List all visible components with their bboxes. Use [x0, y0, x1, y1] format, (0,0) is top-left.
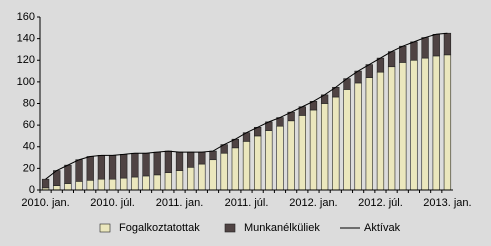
bar-segment [75, 181, 83, 191]
bar-segment [387, 66, 396, 191]
bar-segment [421, 57, 429, 191]
bar-segment [309, 109, 318, 191]
bar-segment [276, 125, 284, 191]
bar-segment [376, 57, 385, 73]
bar-segment [376, 71, 385, 191]
bar-segment [41, 178, 50, 189]
bar-segment [175, 170, 184, 191]
bar-segment [242, 141, 251, 191]
bar-segment [231, 147, 239, 191]
bar-segment [254, 135, 262, 191]
y-tick-label: 20 [23, 162, 35, 174]
bar-segment [86, 156, 94, 181]
legend-swatch [224, 223, 236, 233]
bar-segment [142, 175, 150, 191]
bar-segment [120, 177, 128, 191]
bar-segment [220, 152, 228, 191]
legend-label: Fogalkoztatottak [119, 222, 200, 234]
bar-segment [120, 154, 128, 179]
bar-segment [399, 62, 407, 191]
legend-label: Aktívak [364, 222, 401, 234]
bar-segment [209, 150, 217, 161]
bar-segment [64, 164, 72, 184]
x-tick-label: 2012. jan. [289, 197, 337, 209]
bar-segment [421, 37, 429, 59]
y-tick-label: 80 [23, 97, 35, 109]
bar-segment [320, 103, 329, 191]
legend-label: Munkanélküliek [244, 222, 320, 234]
bar-segment [332, 96, 340, 191]
bar-segment [164, 172, 173, 191]
y-tick-label: 120 [17, 54, 35, 66]
bar-segment [365, 64, 373, 78]
y-tick-label: 160 [17, 11, 35, 23]
bar-segment [410, 59, 418, 191]
x-tick-label: 2011. júl. [225, 197, 269, 209]
bar-segment [164, 150, 173, 173]
x-tick-label: 2013. jan. [423, 197, 471, 209]
bar-segment [75, 159, 83, 182]
bar-segment [410, 41, 418, 61]
x-tick-label: 2010. júl. [90, 197, 135, 209]
bar-segment [97, 155, 106, 180]
bar-segment [198, 163, 206, 191]
bar-segment [365, 77, 373, 191]
bar-segment [187, 151, 195, 168]
bar-segment [142, 152, 150, 177]
bar-segment [187, 166, 195, 191]
bar-segment [108, 155, 117, 180]
bar-segment [432, 55, 440, 191]
bar-segment [198, 151, 206, 165]
bar-segment [175, 151, 184, 171]
y-tick-label: 140 [17, 33, 35, 45]
bar-segment [153, 151, 161, 176]
bar-segment [443, 32, 452, 56]
bar-segment [131, 176, 139, 191]
bar-segment [108, 178, 117, 191]
bar-segment [265, 130, 273, 191]
bar-segment [432, 33, 440, 57]
bar-segment [354, 82, 362, 191]
bar-segment [97, 178, 106, 191]
bar-segment [443, 54, 452, 191]
bar-segment [64, 183, 72, 191]
bar-segment [209, 159, 217, 191]
line [45, 32, 448, 180]
y-tick-label: 60 [23, 119, 35, 131]
bar-segment [343, 89, 351, 191]
legend-swatch [99, 223, 111, 233]
y-tick-label: 100 [17, 76, 35, 88]
x-tick-label: 2012. júl. [358, 197, 403, 209]
y-tick-label: 40 [23, 141, 35, 153]
x-tick-label: 2011. jan. [156, 197, 204, 209]
bar-segment [53, 185, 61, 191]
bar-segment [287, 120, 295, 191]
bar-segment [86, 179, 94, 191]
x-tick-label: 2010. jan. [21, 197, 69, 209]
y-tick-label: 0 [29, 184, 35, 196]
bar-segment [399, 45, 407, 63]
bar-segment [131, 152, 139, 178]
bar-segment [387, 51, 396, 68]
bar-segment [298, 115, 306, 191]
bar-segment [153, 174, 161, 191]
